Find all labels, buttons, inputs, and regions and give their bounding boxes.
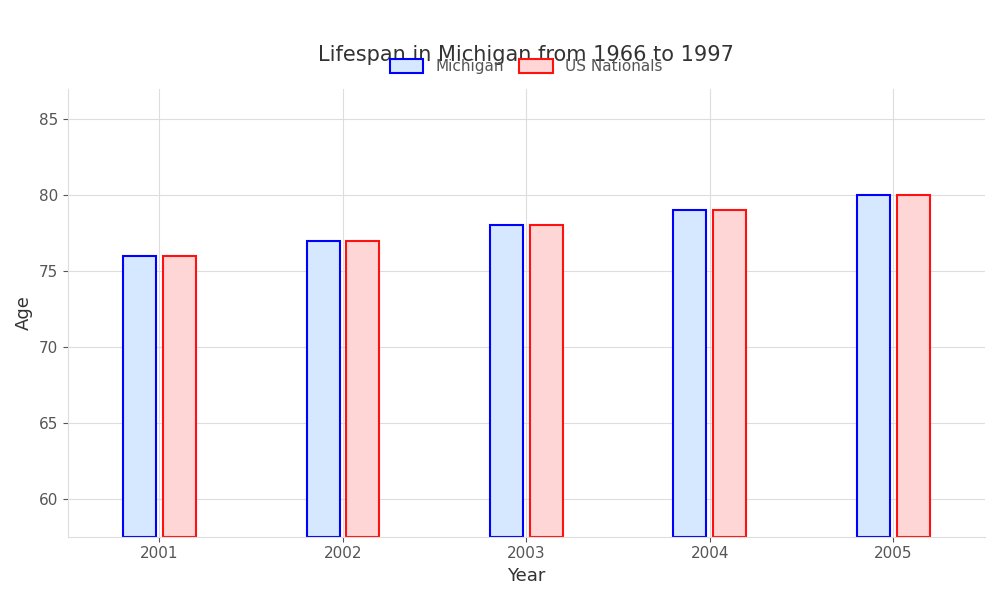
Y-axis label: Age: Age bbox=[15, 295, 33, 330]
X-axis label: Year: Year bbox=[507, 567, 546, 585]
Bar bbox=[673, 210, 706, 537]
Bar bbox=[713, 210, 746, 537]
Bar bbox=[163, 256, 196, 537]
Bar bbox=[490, 226, 523, 537]
Bar bbox=[897, 195, 930, 537]
Bar bbox=[307, 241, 340, 537]
Legend: Michigan, US Nationals: Michigan, US Nationals bbox=[382, 52, 670, 82]
Bar bbox=[346, 241, 379, 537]
Bar bbox=[530, 226, 563, 537]
Bar bbox=[123, 256, 156, 537]
Title: Lifespan in Michigan from 1966 to 1997: Lifespan in Michigan from 1966 to 1997 bbox=[318, 45, 734, 65]
Bar bbox=[857, 195, 890, 537]
